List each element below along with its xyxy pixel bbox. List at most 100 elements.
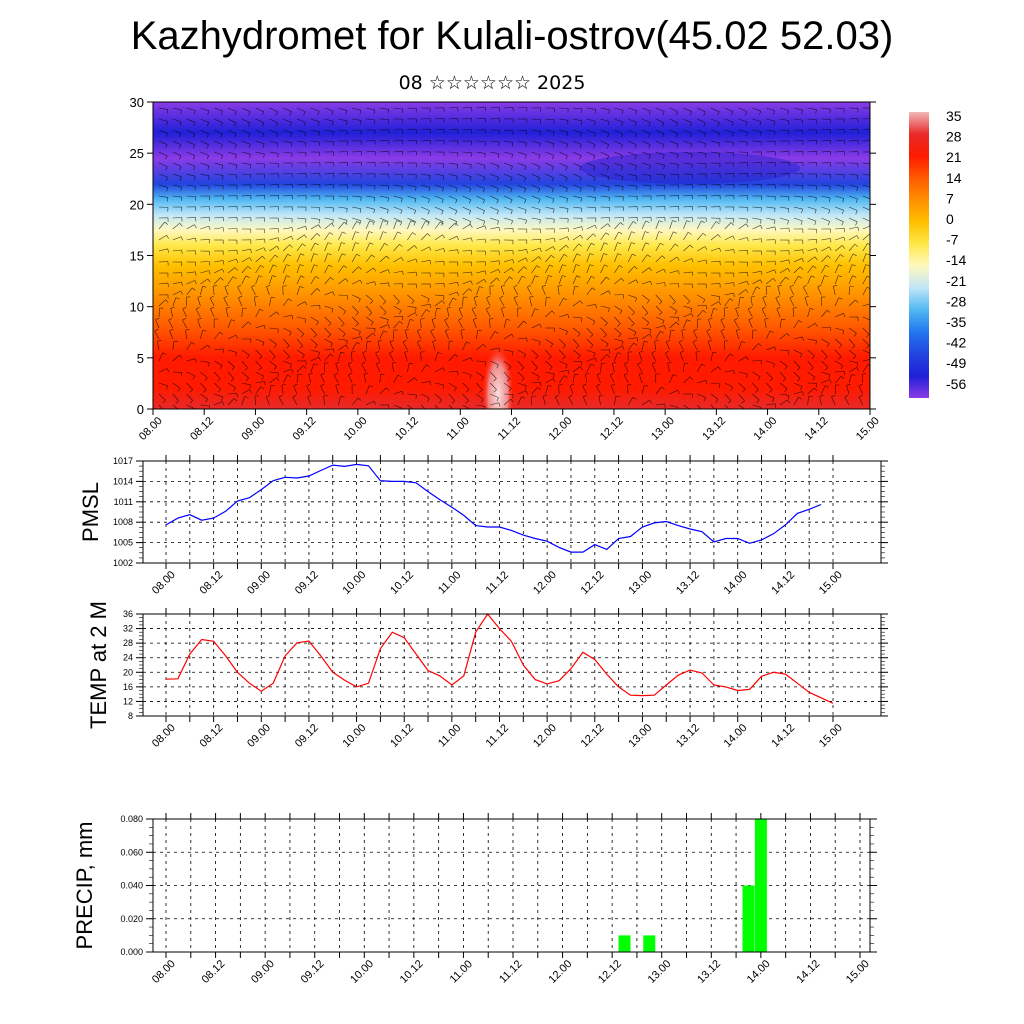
- wind-barb-flag: [607, 166, 610, 171]
- wind-barb-flag: [193, 165, 196, 171]
- wind-barb-flag: [248, 122, 251, 127]
- wind-barb-flag: [801, 258, 804, 263]
- wind-barb-flag: [509, 276, 513, 280]
- wind-barb-flag: [343, 265, 347, 269]
- wind-barb-flag: [168, 317, 173, 321]
- wind-barb: [807, 275, 812, 285]
- wind-barb: [213, 382, 221, 390]
- wind-barb-flag: [637, 361, 642, 365]
- wind-barb: [213, 277, 221, 285]
- wind-barb: [241, 371, 249, 379]
- wind-barb-flag: [332, 207, 334, 212]
- wind-barb-flag: [649, 175, 652, 180]
- wind-barb-flag: [828, 209, 831, 214]
- wind-barb-flag: [313, 264, 318, 267]
- wind-barb: [471, 308, 477, 318]
- wind-barb: [407, 404, 414, 409]
- wind-barb-flag: [664, 282, 666, 287]
- wind-barb: [490, 360, 499, 365]
- wind-barb: [654, 341, 657, 351]
- wind-barb: [351, 397, 359, 406]
- wind-barb: [352, 294, 361, 299]
- wind-barb: [421, 381, 431, 384]
- wind-barb: [559, 140, 568, 145]
- wind-barb-flag: [774, 226, 777, 231]
- wind-barb: [641, 280, 651, 285]
- wind-barb: [338, 305, 346, 312]
- wind-barb-flag: [595, 304, 597, 309]
- wind-barb: [158, 382, 168, 387]
- wind-barb-flag: [589, 334, 594, 338]
- wind-barb-flag: [689, 410, 691, 413]
- wind-barb: [789, 297, 795, 307]
- wind-barb-flag: [204, 377, 208, 381]
- wind-barb-flag: [606, 155, 610, 160]
- wind-barb-flag: [617, 352, 622, 355]
- wind-barb-flag: [471, 306, 476, 310]
- wind-barb: [338, 129, 348, 132]
- wind-barb: [210, 308, 215, 318]
- wind-barb-flag: [235, 352, 237, 357]
- wind-barb-flag: [496, 364, 499, 369]
- wind-barb: [269, 206, 279, 208]
- wind-barb: [335, 385, 339, 395]
- wind-barb: [569, 385, 574, 395]
- wind-barb: [282, 275, 287, 285]
- wind-barb: [351, 342, 358, 351]
- wind-barb-flag: [426, 309, 430, 313]
- wind-barb-flag: [417, 328, 421, 332]
- wind-barb: [624, 363, 629, 373]
- wind-barb-flag: [804, 295, 809, 298]
- wind-barb-flag: [549, 264, 554, 267]
- wind-barb: [572, 316, 582, 319]
- wind-barb: [255, 118, 264, 123]
- wind-barb: [241, 217, 251, 219]
- wind-barb: [212, 286, 215, 296]
- wind-barb: [628, 107, 637, 111]
- wind-barb: [283, 129, 292, 133]
- wind-barb-flag: [234, 133, 237, 138]
- wind-barb-flag: [497, 165, 500, 170]
- wind-barb-flag: [221, 268, 225, 273]
- wind-barb: [197, 297, 201, 307]
- wind-barb: [766, 107, 775, 112]
- wind-barb: [752, 184, 762, 186]
- wind-barb: [379, 206, 389, 210]
- wind-barb-flag: [165, 155, 168, 160]
- wind-barb: [351, 253, 357, 263]
- wind-barb: [352, 129, 362, 131]
- wind-barb-flag: [569, 383, 574, 386]
- wind-barb-flag: [232, 276, 237, 280]
- wind-barb-flag: [213, 285, 218, 287]
- wind-barb-flag: [865, 264, 870, 267]
- wind-barb-flag: [162, 399, 166, 404]
- wind-barb-flag: [346, 340, 348, 345]
- wind-barb-flag: [424, 412, 427, 415]
- wind-barb-flag: [607, 176, 610, 181]
- wind-barb-flag: [633, 332, 637, 336]
- wind-barb-flag: [288, 298, 292, 302]
- wind-barb-flag: [409, 362, 414, 365]
- wind-barb: [531, 360, 538, 368]
- wind-barb-flag: [468, 210, 472, 215]
- wind-barb-flag: [510, 177, 513, 182]
- wind-barb-flag: [470, 357, 473, 362]
- wind-barb-flag: [524, 385, 527, 390]
- wind-barb-flag: [592, 233, 597, 237]
- wind-barb: [600, 140, 609, 145]
- wind-barb: [707, 341, 712, 351]
- wind-barb: [310, 253, 315, 263]
- wind-barb: [489, 382, 497, 390]
- wind-barb: [476, 173, 486, 178]
- wind-barb-flag: [796, 378, 801, 382]
- wind-barb: [476, 225, 485, 230]
- wind-barb-flag: [776, 306, 781, 309]
- wind-barb-flag: [179, 155, 182, 160]
- wind-barb-flag: [457, 291, 459, 296]
- wind-barb: [186, 404, 195, 409]
- wind-barb: [710, 382, 720, 385]
- wind-barb: [572, 140, 582, 145]
- wind-barb: [835, 173, 845, 175]
- wind-barb-flag: [386, 221, 389, 226]
- wind-barb: [586, 184, 596, 188]
